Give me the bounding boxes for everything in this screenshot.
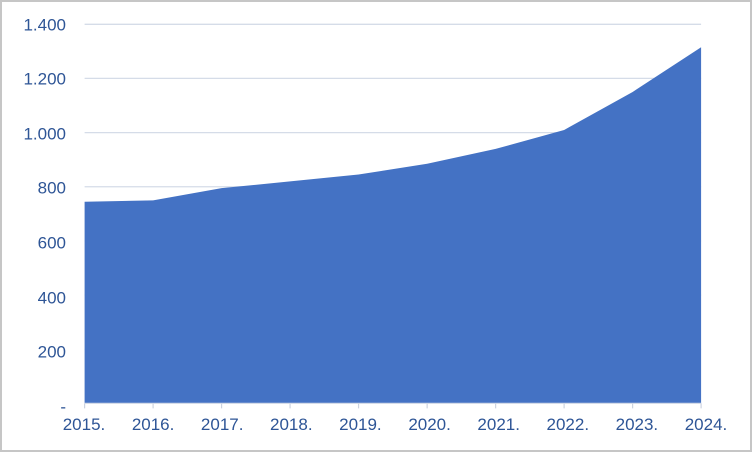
x-axis-tick-label: 2017.	[200, 415, 244, 434]
y-axis-tick-label: 400	[37, 288, 66, 308]
x-axis-tick-label: 2024.	[684, 415, 728, 434]
x-axis-tick-label: 2021.	[477, 415, 520, 434]
x-axis-tick-label: 2015.	[62, 415, 106, 434]
y-axis-tick-label: 800	[37, 178, 66, 198]
y-axis-tick-label: 600	[37, 233, 66, 253]
area-series	[84, 47, 702, 404]
x-axis-tick-label: 2022.	[546, 415, 590, 434]
y-axis-tick-label: 1.000	[23, 124, 66, 144]
x-axis-tick-label: 2020.	[408, 415, 451, 434]
y-axis-tick-label: 1.400	[23, 15, 66, 34]
x-axis-tick-label: 2019.	[339, 415, 382, 434]
y-axis-tick-label: -	[60, 397, 66, 417]
x-axis-tick-label: 2018.	[270, 415, 313, 434]
x-axis-tick-label: 2016.	[131, 415, 175, 434]
y-axis-tick-label: 200	[37, 342, 66, 362]
y-axis-tick-label: 1.200	[23, 69, 66, 89]
x-axis-tick-label: 2023.	[615, 415, 659, 434]
